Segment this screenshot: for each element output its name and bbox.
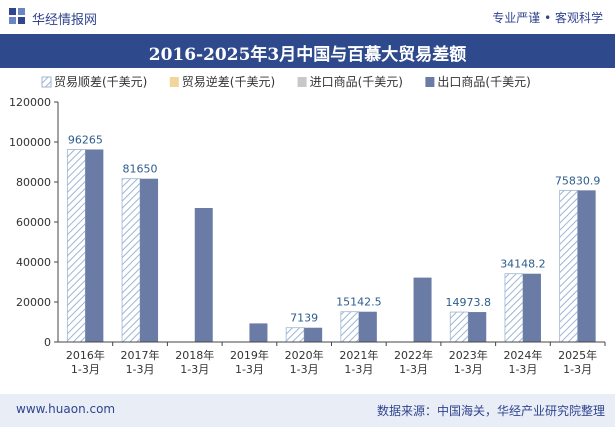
bar-export [577,190,596,342]
bar-export [358,311,377,342]
data-label: 15142.5 [336,296,382,309]
bar-export [140,178,159,342]
y-tick-label: 100000 [9,136,51,149]
x-tick-label: 2016年 [66,348,105,362]
bar-trade-surplus [285,327,305,343]
y-tick-label: 80000 [16,176,51,189]
data-labels: 96265 81650 7139 15142.5 14973.8 34148.2 75830… [68,133,601,324]
bar-export [413,277,432,342]
chart-title: 2016-2025年3月中国与百慕大贸易差额 [148,45,467,65]
bar-trade-surplus [504,273,524,343]
legend-swatch [297,77,307,87]
bar-export [249,323,268,342]
x-tick-label: 1-3月 [290,363,319,376]
bar-trade-surplus [66,149,86,343]
bar-export [468,312,487,342]
x-axis: 2016年1-3月2017年1-3月2018年1-3月2019年1-3月2020… [58,341,606,376]
legend-label: 贸易顺差(千美元) [54,75,147,89]
x-tick-label: 2018年 [175,348,214,362]
bar-export [194,208,213,342]
bar-trade-surplus [559,189,579,343]
x-tick-label: 2019年 [230,348,269,362]
bar-chart: 贸易顺差(千美元) 贸易逆差(千美元) 进口商品(千美元) 出口商品(千美元) 0 20… [9,74,606,376]
legend-swatch [41,76,52,88]
legend-swatch [169,77,179,87]
brand-logo-icon [9,8,25,24]
y-axis: 0 20000 40000 60000 80000 100000 120000 [9,96,59,349]
legend-label: 贸易逆差(千美元) [182,74,275,89]
legend: 贸易顺差(千美元) 贸易逆差(千美元) 进口商品(千美元) 出口商品(千美元) [41,74,531,89]
x-tick-label: 2022年 [394,348,433,362]
tagline: 专业严谨 • 客观科学 [492,11,603,25]
x-tick-label: 2020年 [285,348,324,362]
bars [66,149,596,343]
header-bar: 华经情报网 专业严谨 • 客观科学 [0,0,615,34]
x-tick-label: 1-3月 [508,363,537,376]
x-tick-label: 1-3月 [344,363,373,376]
y-tick-label: 0 [44,336,51,349]
x-tick-label: 2023年 [449,348,488,362]
footer-source: 数据来源：中国海关，华经产业研究院整理 [376,404,605,418]
legend-label: 出口商品(千美元) [437,74,530,89]
brand-name: 华经情报网 [32,13,98,28]
x-tick-label: 2025年 [558,348,597,362]
data-label: 14973.8 [446,296,492,309]
bar-trade-surplus [449,311,469,343]
x-tick-label: 2017年 [121,348,160,362]
data-label: 34148.2 [500,258,546,271]
x-tick-label: 1-3月 [71,363,100,376]
x-tick-label: 1-3月 [563,363,592,376]
x-tick-label: 2021年 [339,348,378,362]
data-label: 75830.9 [555,174,601,187]
legend-swatch [425,77,435,87]
bar-trade-surplus [340,311,360,343]
x-tick-label: 1-3月 [454,363,483,376]
y-tick-label: 40000 [16,256,51,269]
legend-label: 进口商品(千美元) [310,74,403,89]
y-tick-label: 60000 [16,216,51,229]
data-label: 81650 [123,163,158,176]
bar-export [85,149,104,342]
x-tick-label: 2024年 [503,348,542,362]
footer-site: www.huaon.com [16,402,116,416]
x-tick-label: 1-3月 [399,363,428,376]
x-tick-label: 1-3月 [180,363,209,376]
x-tick-label: 1-3月 [126,363,155,376]
x-tick-label: 1-3月 [235,363,264,376]
bar-trade-surplus [121,178,141,343]
data-label: 96265 [68,133,103,146]
footer-bar: www.huaon.com 数据来源：中国海关，华经产业研究院整理 [0,394,615,427]
y-tick-label: 20000 [16,296,51,309]
y-tick-label: 120000 [9,96,51,109]
bar-export [304,327,323,342]
title-bar: 2016-2025年3月中国与百慕大贸易差额 [0,34,615,68]
data-label: 7139 [290,312,318,325]
bar-export [522,273,541,342]
